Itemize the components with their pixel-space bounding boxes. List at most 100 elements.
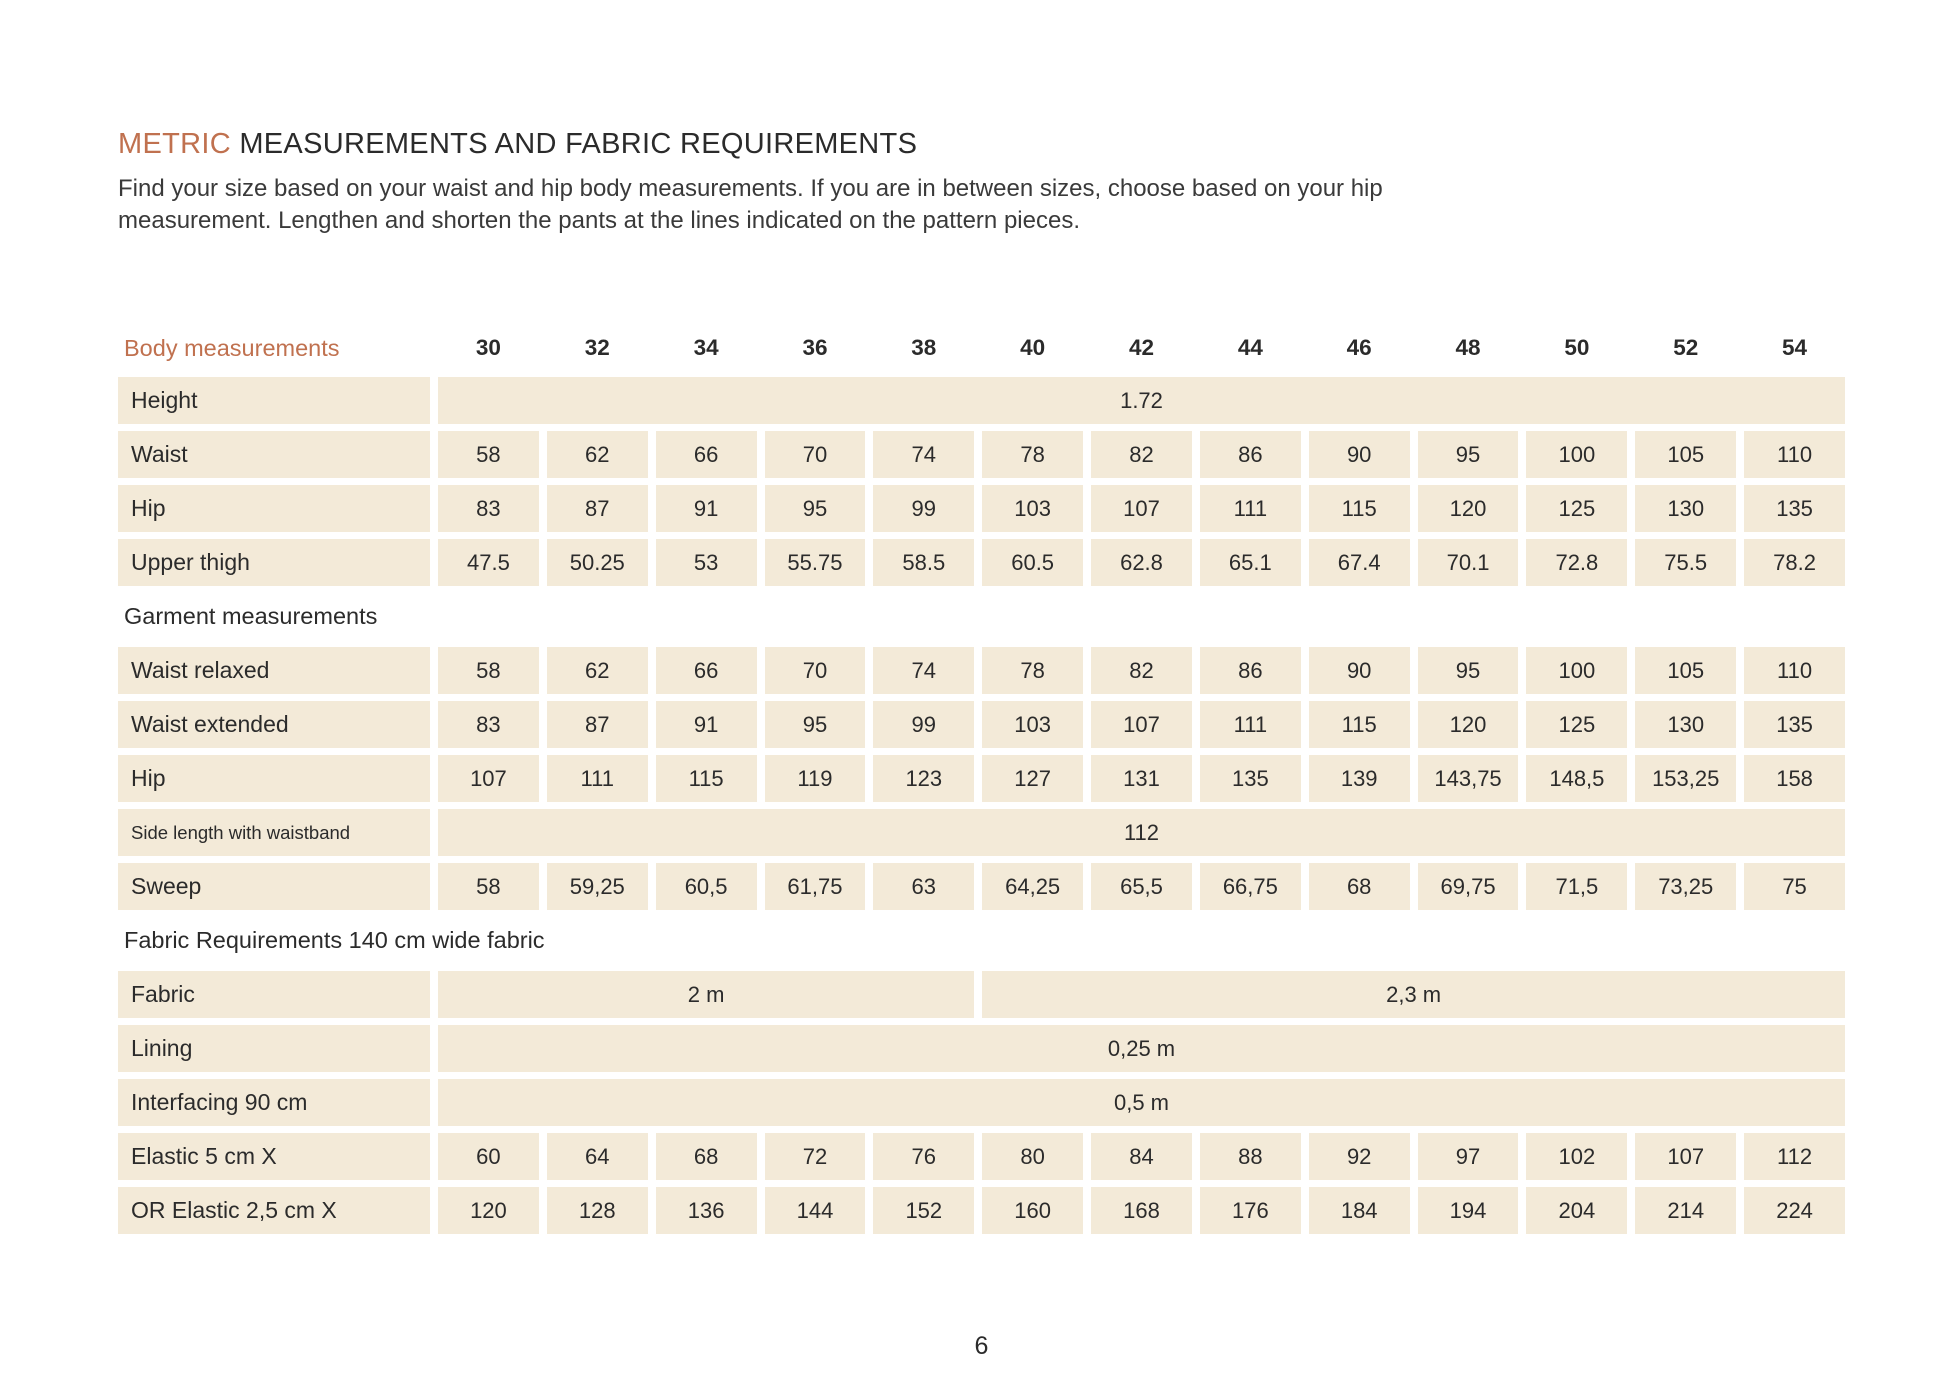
size-column-header: 48 xyxy=(1455,335,1481,361)
page-number: 6 xyxy=(974,1332,989,1360)
value-cell: 66,75 xyxy=(1199,863,1301,911)
value-cell: 158 xyxy=(1744,755,1845,803)
value-cell: 90 xyxy=(1308,647,1410,695)
value-cell: 58 xyxy=(438,431,539,479)
value-cell: 53 xyxy=(655,539,757,587)
value-cell: 176 xyxy=(1199,1187,1301,1235)
table-row: Elastic 5 cm X 60 64 68 72 76 80 84 88 92 97 102 107… xyxy=(118,1133,1845,1181)
size-chart-table: Body measurements 30 32 34 36 38 40 42 44 46 48 50… xyxy=(118,328,1845,1235)
value-cell: 95 xyxy=(1417,431,1519,479)
value-cell: 88 xyxy=(1199,1133,1301,1181)
merged-value-cell: 2,3 m xyxy=(982,971,1845,1019)
value-cell: 115 xyxy=(655,755,757,803)
value-cell: 84 xyxy=(1091,1133,1192,1181)
value-cell: 95 xyxy=(1417,647,1519,695)
row-label: Waist extended xyxy=(118,701,430,749)
value-cell: 58 xyxy=(438,863,539,911)
value-cell: 47.5 xyxy=(438,539,539,587)
table-header-row: Body measurements 30 32 34 36 38 40 42 44 46 48 50… xyxy=(118,328,1845,368)
value-cell: 120 xyxy=(438,1187,539,1235)
value-cell: 144 xyxy=(764,1187,866,1235)
size-column-header: 52 xyxy=(1673,335,1699,361)
value-cell: 110 xyxy=(1744,431,1845,479)
size-column-header: 54 xyxy=(1782,335,1808,361)
value-cell: 60,5 xyxy=(655,863,757,911)
value-cell: 82 xyxy=(1091,647,1192,695)
value-cell: 83 xyxy=(438,701,539,749)
value-cell: 72 xyxy=(764,1133,866,1181)
size-column-header: 38 xyxy=(911,335,937,361)
value-cell: 153,25 xyxy=(1635,755,1737,803)
size-column-header: 36 xyxy=(802,335,828,361)
value-cell: 86 xyxy=(1199,431,1301,479)
section-header-row: Fabric Requirements 140 cm wide fabric xyxy=(118,917,1845,964)
value-cell: 152 xyxy=(873,1187,975,1235)
value-cell: 74 xyxy=(873,647,975,695)
value-cell: 87 xyxy=(546,485,648,533)
value-cell: 107 xyxy=(1091,701,1192,749)
value-cell: 194 xyxy=(1417,1187,1519,1235)
row-label: Waist relaxed xyxy=(118,647,430,695)
value-cell: 168 xyxy=(1091,1187,1192,1235)
value-cell: 99 xyxy=(873,701,975,749)
value-cell: 148,5 xyxy=(1526,755,1628,803)
value-cell: 62.8 xyxy=(1091,539,1192,587)
row-label: Lining xyxy=(118,1025,430,1073)
value-cell: 63 xyxy=(873,863,975,911)
value-cell: 82 xyxy=(1091,431,1192,479)
value-cell: 66 xyxy=(655,431,757,479)
value-cell: 58 xyxy=(438,647,539,695)
size-column-header: 40 xyxy=(1020,335,1046,361)
value-cell: 95 xyxy=(764,485,866,533)
merged-value-cell: 1.72 xyxy=(438,377,1845,425)
value-cell: 74 xyxy=(873,431,975,479)
value-cell: 87 xyxy=(546,701,648,749)
value-cell: 130 xyxy=(1635,701,1737,749)
value-cell: 111 xyxy=(546,755,648,803)
value-cell: 64 xyxy=(546,1133,648,1181)
value-cell: 120 xyxy=(1417,701,1519,749)
value-cell: 111 xyxy=(1199,701,1301,749)
value-cell: 123 xyxy=(873,755,975,803)
value-cell: 111 xyxy=(1199,485,1301,533)
value-cell: 59,25 xyxy=(546,863,648,911)
table-row: Waist extended 83 87 91 95 99 103 107 111 115 120 1… xyxy=(118,701,1845,749)
table-row: OR Elastic 2,5 cm X 120 128 136 144 152 160 168… xyxy=(118,1187,1845,1235)
value-cell: 50.25 xyxy=(546,539,648,587)
value-cell: 91 xyxy=(655,701,757,749)
row-label: Side length with waistband xyxy=(118,809,430,857)
value-cell: 128 xyxy=(546,1187,648,1235)
value-cell: 110 xyxy=(1744,647,1845,695)
page-title-rest: MEASUREMENTS AND FABRIC REQUIREMENTS xyxy=(230,128,918,160)
value-cell: 103 xyxy=(982,701,1084,749)
value-cell: 90 xyxy=(1308,431,1410,479)
value-cell: 70 xyxy=(764,647,866,695)
value-cell: 112 xyxy=(1744,1133,1845,1181)
size-column-header: 42 xyxy=(1128,335,1154,361)
row-label: Elastic 5 cm X xyxy=(118,1133,430,1181)
table-row: Side length with waistband 112 xyxy=(118,809,1845,857)
section-header-row: Garment measurements xyxy=(118,593,1845,640)
value-cell: 78 xyxy=(982,431,1084,479)
row-label: Hip xyxy=(118,485,430,533)
value-cell: 107 xyxy=(1091,485,1192,533)
section-header-label: Garment measurements xyxy=(124,603,378,630)
value-cell: 131 xyxy=(1091,755,1192,803)
value-cell: 115 xyxy=(1308,701,1410,749)
value-cell: 120 xyxy=(1417,485,1519,533)
value-cell: 115 xyxy=(1308,485,1410,533)
table-row: Sweep 58 59,25 60,5 61,75 63 64,25 65,5 66,75 68 6… xyxy=(118,863,1845,911)
row-label: Height xyxy=(118,377,430,425)
value-cell: 58.5 xyxy=(873,539,975,587)
value-cell: 95 xyxy=(764,701,866,749)
value-cell: 61,75 xyxy=(764,863,866,911)
value-cell: 72.8 xyxy=(1526,539,1628,587)
table-row: Interfacing 90 cm 0,5 m xyxy=(118,1079,1845,1127)
value-cell: 136 xyxy=(655,1187,757,1235)
table-row: Upper thigh 47.5 50.25 53 55.75 58.5 60.5 62.8 6… xyxy=(118,539,1845,587)
value-cell: 76 xyxy=(873,1133,975,1181)
value-cell: 69,75 xyxy=(1417,863,1519,911)
value-cell: 62 xyxy=(546,647,648,695)
value-cell: 135 xyxy=(1744,485,1845,533)
size-column-header: 50 xyxy=(1564,335,1590,361)
